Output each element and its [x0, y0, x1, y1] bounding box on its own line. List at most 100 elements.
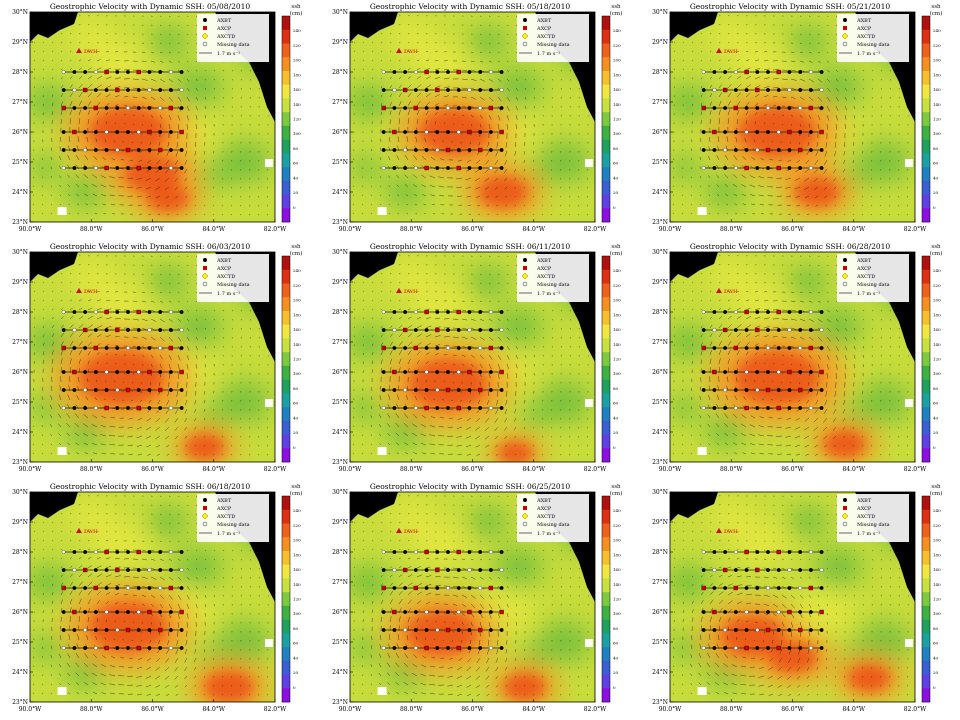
colorbar-segment — [282, 194, 290, 209]
velocity-arrow — [506, 33, 509, 35]
velocity-arrow — [78, 264, 81, 266]
velocity-arrow — [709, 118, 711, 125]
velocity-arrow — [470, 354, 475, 359]
velocity-arrow — [709, 290, 712, 293]
velocity-arrow — [195, 327, 198, 331]
velocity-arrow — [130, 150, 134, 152]
velocity-arrow — [560, 318, 562, 321]
station-axbt — [83, 346, 88, 350]
station-axbt — [424, 328, 429, 332]
station-axcp — [765, 147, 771, 153]
station-axbt — [488, 388, 493, 392]
velocity-arrow — [673, 86, 675, 89]
velocity-arrow — [736, 350, 740, 356]
velocity-arrow — [808, 372, 810, 377]
velocity-arrow — [240, 78, 242, 81]
velocity-arrow — [159, 60, 164, 63]
velocity-arrow — [60, 59, 63, 62]
velocity-arrow — [752, 213, 756, 215]
lat-tick-label: 29°N — [652, 39, 668, 46]
velocity-arrow — [407, 324, 413, 329]
colorbar-tick-label: 180 — [933, 312, 941, 317]
velocity-arrow — [700, 272, 703, 275]
velocity-arrow — [691, 59, 694, 62]
velocity-arrow — [691, 167, 693, 170]
velocity-arrow — [32, 452, 35, 455]
velocity-arrow — [700, 102, 703, 107]
velocity-arrow — [862, 87, 864, 90]
ssh-mid-patch — [709, 20, 754, 52]
station-axbt — [413, 70, 418, 74]
velocity-arrow — [168, 96, 174, 102]
colorbar-unit: (cm) — [930, 10, 943, 17]
velocity-arrow — [222, 417, 224, 420]
velocity-arrow — [745, 67, 751, 71]
velocity-arrow — [389, 50, 392, 53]
velocity-arrow — [477, 204, 481, 207]
velocity-arrow — [102, 203, 107, 206]
colorbar-segment — [602, 338, 610, 353]
velocity-arrow — [826, 318, 831, 323]
velocity-arrow — [155, 177, 161, 182]
velocity-arrow — [451, 390, 454, 392]
colorbar-segment — [922, 43, 930, 58]
velocity-arrow — [398, 300, 401, 302]
velocity-arrow — [168, 372, 170, 379]
velocity-arrow — [96, 540, 99, 542]
velocity-arrow — [387, 413, 391, 419]
velocity-arrow — [727, 332, 732, 338]
velocity-arrow — [461, 114, 465, 117]
velocity-arrow — [185, 195, 188, 198]
station-axbt — [381, 166, 386, 170]
velocity-arrow — [92, 184, 98, 188]
station-axbt — [712, 148, 717, 152]
velocity-arrow — [403, 422, 409, 428]
velocity-arrow — [371, 317, 374, 320]
velocity-arrow — [96, 557, 101, 560]
ssh-low-patch — [174, 67, 223, 107]
velocity-arrow — [475, 195, 481, 198]
velocity-arrow — [405, 394, 409, 401]
velocity-arrow — [398, 118, 401, 125]
velocity-arrow — [740, 433, 747, 437]
velocity-arrow — [682, 326, 684, 329]
velocity-arrow — [745, 84, 751, 89]
velocity-arrow — [889, 69, 891, 72]
velocity-arrow — [673, 167, 675, 170]
velocity-arrow — [96, 573, 103, 578]
station-axbt — [136, 346, 141, 350]
velocity-arrow — [362, 425, 364, 428]
colorbar-tick-label: 160 — [293, 327, 301, 332]
velocity-arrow — [425, 343, 431, 347]
station-axbt — [158, 346, 163, 350]
velocity-arrow — [749, 175, 756, 179]
velocity-arrow — [727, 67, 731, 71]
velocity-arrow — [41, 692, 44, 695]
colorbar-segment — [602, 112, 610, 127]
legend-missing-symbol — [202, 41, 208, 47]
velocity-arrow — [222, 426, 224, 429]
station-axbt — [179, 406, 184, 410]
velocity-arrow — [700, 68, 703, 71]
velocity-arrow — [853, 309, 856, 312]
velocity-arrow — [479, 114, 483, 119]
velocity-arrow — [682, 317, 685, 320]
velocity-arrow — [51, 68, 54, 71]
station-axbt — [104, 88, 109, 92]
station-axbt — [798, 328, 803, 332]
ssh-low-patch — [858, 141, 911, 183]
velocity-arrow — [751, 203, 756, 206]
velocity-arrow — [203, 177, 206, 180]
velocity-arrow — [456, 186, 463, 189]
velocity-arrow — [195, 141, 197, 147]
velocity-arrow — [862, 150, 864, 154]
ssh-low-patch — [30, 395, 62, 421]
ssh-mid-patch — [389, 20, 434, 52]
velocity-arrow — [416, 33, 419, 35]
velocity-arrow — [799, 60, 805, 63]
velocity-arrow — [506, 300, 509, 303]
station-axbt — [701, 388, 706, 392]
velocity-arrow — [141, 87, 148, 90]
velocity-arrow — [362, 335, 364, 338]
